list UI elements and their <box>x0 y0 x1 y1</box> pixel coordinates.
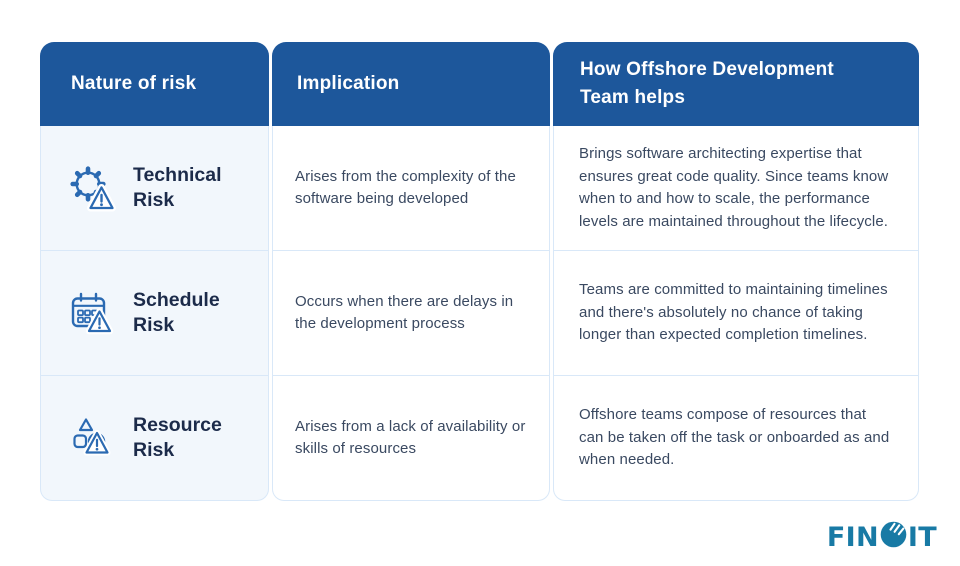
column-implication: Implication Arises from the complexity o… <box>272 42 550 501</box>
help-text: Offshore teams compose of resources that… <box>579 406 890 469</box>
column-body: Brings software architecting expertise t… <box>553 126 919 501</box>
shapes-warning-icon <box>67 413 117 463</box>
finoit-logo: FIN IT <box>827 521 937 553</box>
column-body: Arises from the complexity of the softwa… <box>272 126 550 501</box>
column-offshore-help: How Offshore Development Team helps Brin… <box>553 42 919 501</box>
striped-globe-icon <box>880 521 907 553</box>
header-cell-implication: Implication <box>272 42 550 126</box>
help-cell-resource: Offshore teams compose of resources that… <box>554 375 918 500</box>
risk-name-cell-resource: Resource Risk <box>41 375 268 500</box>
column-nature-of-risk: Nature of risk <box>40 42 269 501</box>
implication-text: Occurs when there are delays in the deve… <box>295 292 514 333</box>
implication-cell-schedule: Occurs when there are delays in the deve… <box>273 250 549 375</box>
header-cell-offshore-help: How Offshore Development Team helps <box>553 42 919 126</box>
gear-warning-icon <box>67 163 117 213</box>
implication-text: Arises from the complexity of the softwa… <box>295 167 516 208</box>
logo-text-left: FIN <box>826 521 879 553</box>
logo-text-right: IT <box>907 521 937 553</box>
risk-name-cell-schedule: Schedule Risk <box>41 250 268 375</box>
header-label: Implication <box>297 73 400 94</box>
risk-name-label: Schedule Risk <box>133 288 220 336</box>
implication-text: Arises from a lack of availability or sk… <box>295 417 526 458</box>
help-cell-technical: Brings software architecting expertise t… <box>554 126 918 250</box>
implication-cell-technical: Arises from the complexity of the softwa… <box>273 126 549 250</box>
risk-table: Nature of risk <box>40 42 919 501</box>
risk-name-label: Technical Risk <box>133 163 222 211</box>
help-text: Teams are committed to maintaining timel… <box>579 281 888 344</box>
header-cell-nature-of-risk: Nature of risk <box>40 42 269 126</box>
risk-name-cell-technical: Technical Risk <box>41 126 268 250</box>
header-label: Nature of risk <box>71 73 197 94</box>
calendar-warning-icon <box>67 288 117 338</box>
header-label: How Offshore Development Team helps <box>580 58 834 109</box>
risk-name-label: Resource Risk <box>133 413 222 461</box>
help-text: Brings software architecting expertise t… <box>579 145 889 230</box>
help-cell-schedule: Teams are committed to maintaining timel… <box>554 250 918 375</box>
column-body: Technical Risk <box>40 126 269 501</box>
implication-cell-resource: Arises from a lack of availability or sk… <box>273 375 549 500</box>
